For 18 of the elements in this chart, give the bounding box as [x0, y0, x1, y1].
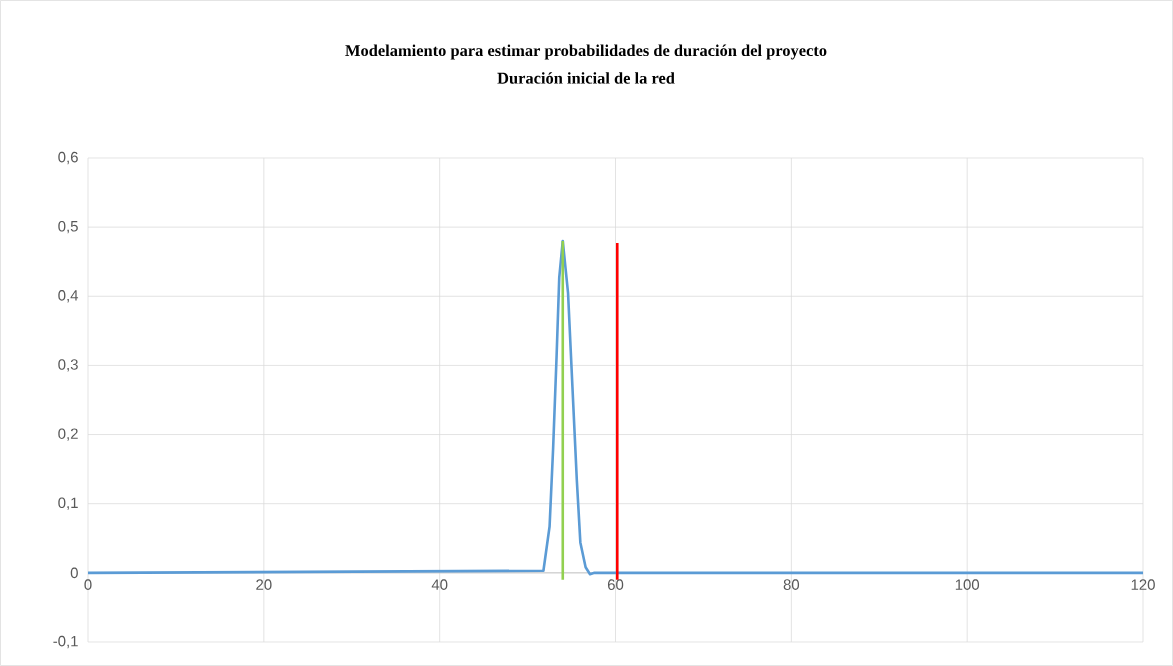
x-tick-label: 0	[84, 579, 92, 590]
x-tick-label: 40	[431, 579, 448, 590]
y-tick-label: 0,4	[58, 290, 79, 303]
x-tick-label: 120	[1131, 579, 1155, 590]
chart-title: Modelamiento para estimar probabilidades de duración del proyecto	[345, 44, 827, 60]
x-tick-label: 60	[607, 579, 624, 590]
y-tick-label: 0,2	[58, 428, 78, 441]
chart-subtitle: Duración inicial de la red	[497, 72, 675, 84]
x-tick-label: 80	[783, 579, 800, 590]
y-tick-label: 0	[70, 567, 78, 579]
y-tick-label: 0,6	[58, 151, 78, 165]
y-tick-label: 0,3	[58, 359, 78, 372]
line-series	[86, 239, 1145, 576]
x-tick-label: 20	[256, 579, 272, 590]
x-tick-label: 100	[955, 579, 980, 590]
y-tick-label: -0,1	[53, 635, 78, 649]
y-tick-label: 0,1	[58, 497, 78, 510]
y-tick-label: 0,5	[58, 220, 78, 234]
